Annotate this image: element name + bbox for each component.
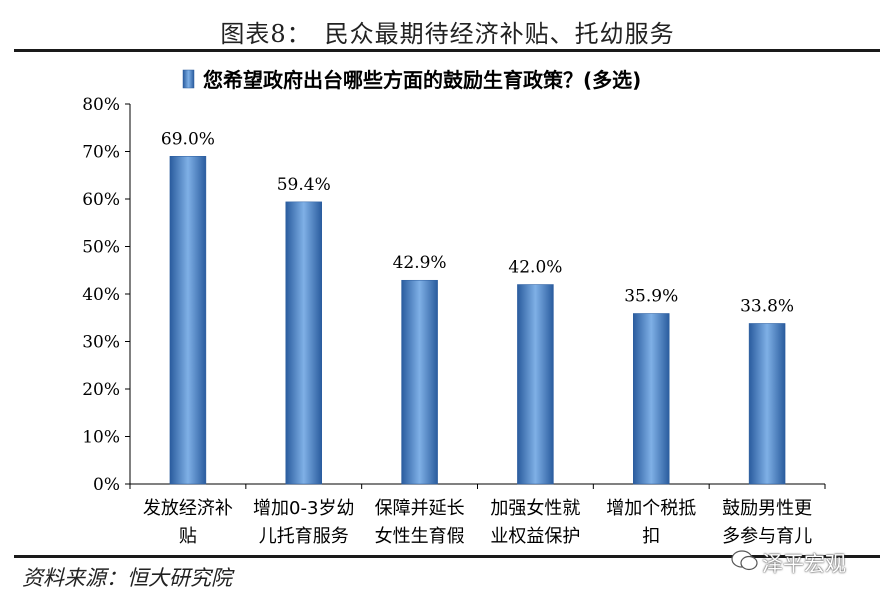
x-category-label: 保障并延长 <box>375 498 465 519</box>
bar <box>285 201 322 485</box>
data-label: 69.0% <box>161 129 215 149</box>
bottom-rule <box>14 555 880 558</box>
x-category-label: 鼓励男性更 <box>722 498 812 519</box>
y-tick-label: 0% <box>93 475 120 495</box>
legend-label: 您希望政府出台哪些方面的鼓励生育政策？(多选) <box>203 68 641 92</box>
x-category-label: 贴 <box>179 526 197 547</box>
data-label: 59.4% <box>277 175 331 195</box>
y-tick-label: 20% <box>82 380 120 400</box>
bar-chart: 您希望政府出台哪些方面的鼓励生育政策？(多选) 0% 10% 20% 30% 40% 50… <box>82 68 826 547</box>
bar <box>517 284 554 485</box>
y-tick-label: 80% <box>82 95 120 115</box>
x-category-label: 增加0-3岁幼 <box>253 498 354 519</box>
figure-title: 图表8： 民众最期待经济补贴、托幼服务 <box>220 20 675 48</box>
wechat-icon <box>731 550 758 571</box>
chart-axes: 0% 10% 20% 30% 40% 50% 60% 70% 80% <box>82 95 826 495</box>
y-tick-label: 30% <box>82 333 120 353</box>
data-label: 35.9% <box>624 286 678 306</box>
data-label: 33.8% <box>740 296 794 316</box>
x-category-label: 发放经济补 <box>143 498 233 519</box>
x-category-label: 儿托育服务 <box>259 526 349 547</box>
x-category-label: 加强女性就 <box>490 498 580 519</box>
chart-data-labels: 69.0% 59.4% 42.9% 42.0% 35.9% 33.8% <box>161 129 794 316</box>
bar <box>401 279 438 485</box>
x-category-label: 女性生育假 <box>375 526 465 547</box>
bar <box>633 313 670 485</box>
bar <box>748 323 786 485</box>
chart-legend: 您希望政府出台哪些方面的鼓励生育政策？(多选) <box>182 68 641 92</box>
x-category-label: 增加个税抵 <box>606 498 696 519</box>
bar <box>169 156 207 485</box>
y-tick-label: 70% <box>82 143 120 163</box>
legend-swatch <box>182 69 195 89</box>
x-category-label: 扣 <box>642 526 660 547</box>
y-tick-label: 40% <box>82 285 120 305</box>
x-category-label: 多参与育儿 <box>722 526 812 547</box>
x-category-label: 业权益保护 <box>490 526 580 547</box>
y-tick-label: 10% <box>82 428 120 448</box>
data-label: 42.9% <box>393 253 447 273</box>
y-tick-label: 50% <box>82 238 120 258</box>
y-tick-label: 60% <box>82 190 120 210</box>
source-note: 资料来源：恒大研究院 <box>22 566 232 590</box>
data-label: 42.0% <box>508 258 562 278</box>
chart-bars <box>169 156 786 485</box>
watermark: 泽平宏观 <box>762 552 846 576</box>
top-rule <box>14 49 880 52</box>
